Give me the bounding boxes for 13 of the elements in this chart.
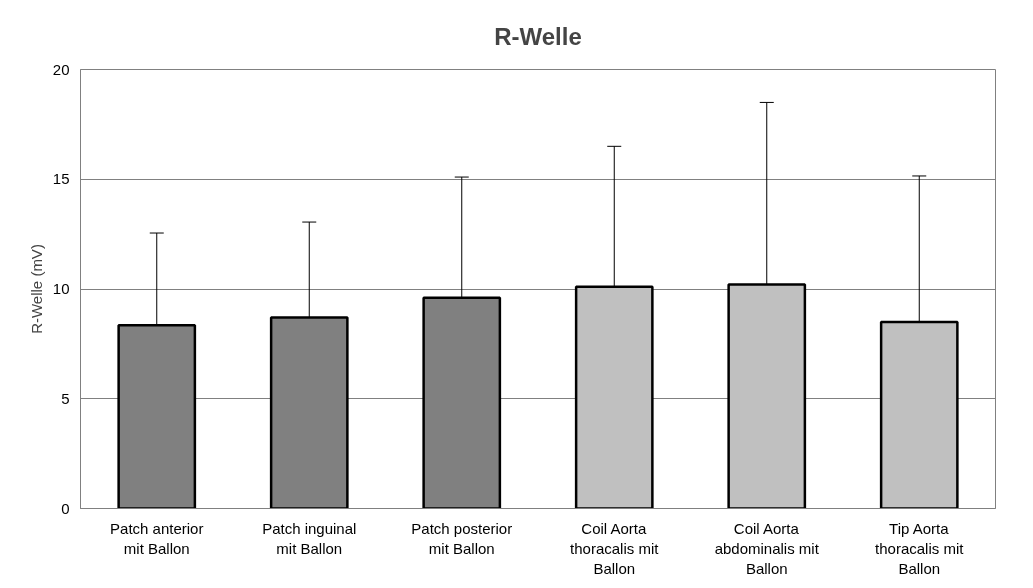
y-tick-label: 10 [52, 280, 70, 297]
y-tick-label: 5 [61, 389, 70, 407]
x-tick-label: Patch inguinal mit Ballon [262, 519, 357, 557]
y-tick-label: 0 [61, 499, 70, 517]
x-tick-label: Coil Aorta abdominalis mit Ballon [714, 519, 820, 578]
y-tick-label: 20 [52, 60, 70, 78]
y-tick-label: 15 [52, 170, 70, 188]
x-tick-label: Coil Aorta thoracalis mit Ballon [570, 519, 660, 578]
x-tick-label: Tip Aorta thoracalis mit Ballon [875, 519, 965, 578]
x-tick-label: Patch posterior mit Ballon [411, 519, 513, 557]
chart-title: R-Welle [494, 22, 582, 50]
x-tick-label: Patch anterior mit Ballon [110, 519, 204, 557]
y-axis-title: R-Welle (mV) [27, 244, 45, 334]
